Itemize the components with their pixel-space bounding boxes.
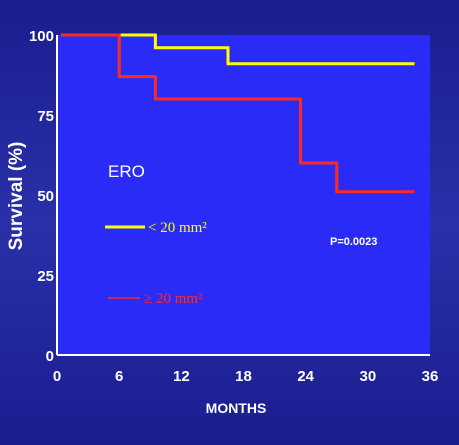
legend-label-large: ≥ 20 mm² (144, 291, 203, 307)
x-tick-label: 0 (53, 368, 61, 385)
x-tick-labels: 0 6 12 18 24 30 36 (53, 368, 439, 385)
y-tick-label: 75 (37, 108, 54, 125)
x-tick-label: 30 (359, 368, 376, 385)
series-lines (61, 33, 415, 194)
y-axis-title: Survival (%) (6, 142, 27, 251)
series-line-1 (61, 33, 415, 194)
x-tick-label: 6 (115, 368, 123, 385)
y-tick-label: 50 (37, 188, 54, 205)
x-tick-label: 12 (173, 368, 190, 385)
plot-area (57, 35, 430, 355)
legend-label-small: < 20 mm² (148, 220, 207, 236)
x-tick-label: 24 (297, 368, 314, 385)
series-line-0 (61, 33, 415, 66)
y-tick-label: 25 (37, 268, 54, 285)
y-tick-label: 100 (29, 28, 54, 45)
y-tick-label: 0 (46, 348, 54, 365)
x-axis-title: MONTHS (206, 400, 267, 416)
x-tick-label: 36 (422, 368, 439, 385)
p-value: P=0.0023 (330, 236, 377, 248)
group-label: ERO (108, 162, 145, 181)
x-tick-label: 18 (235, 368, 252, 385)
y-tick-labels: 0 25 50 75 100 (29, 28, 54, 365)
